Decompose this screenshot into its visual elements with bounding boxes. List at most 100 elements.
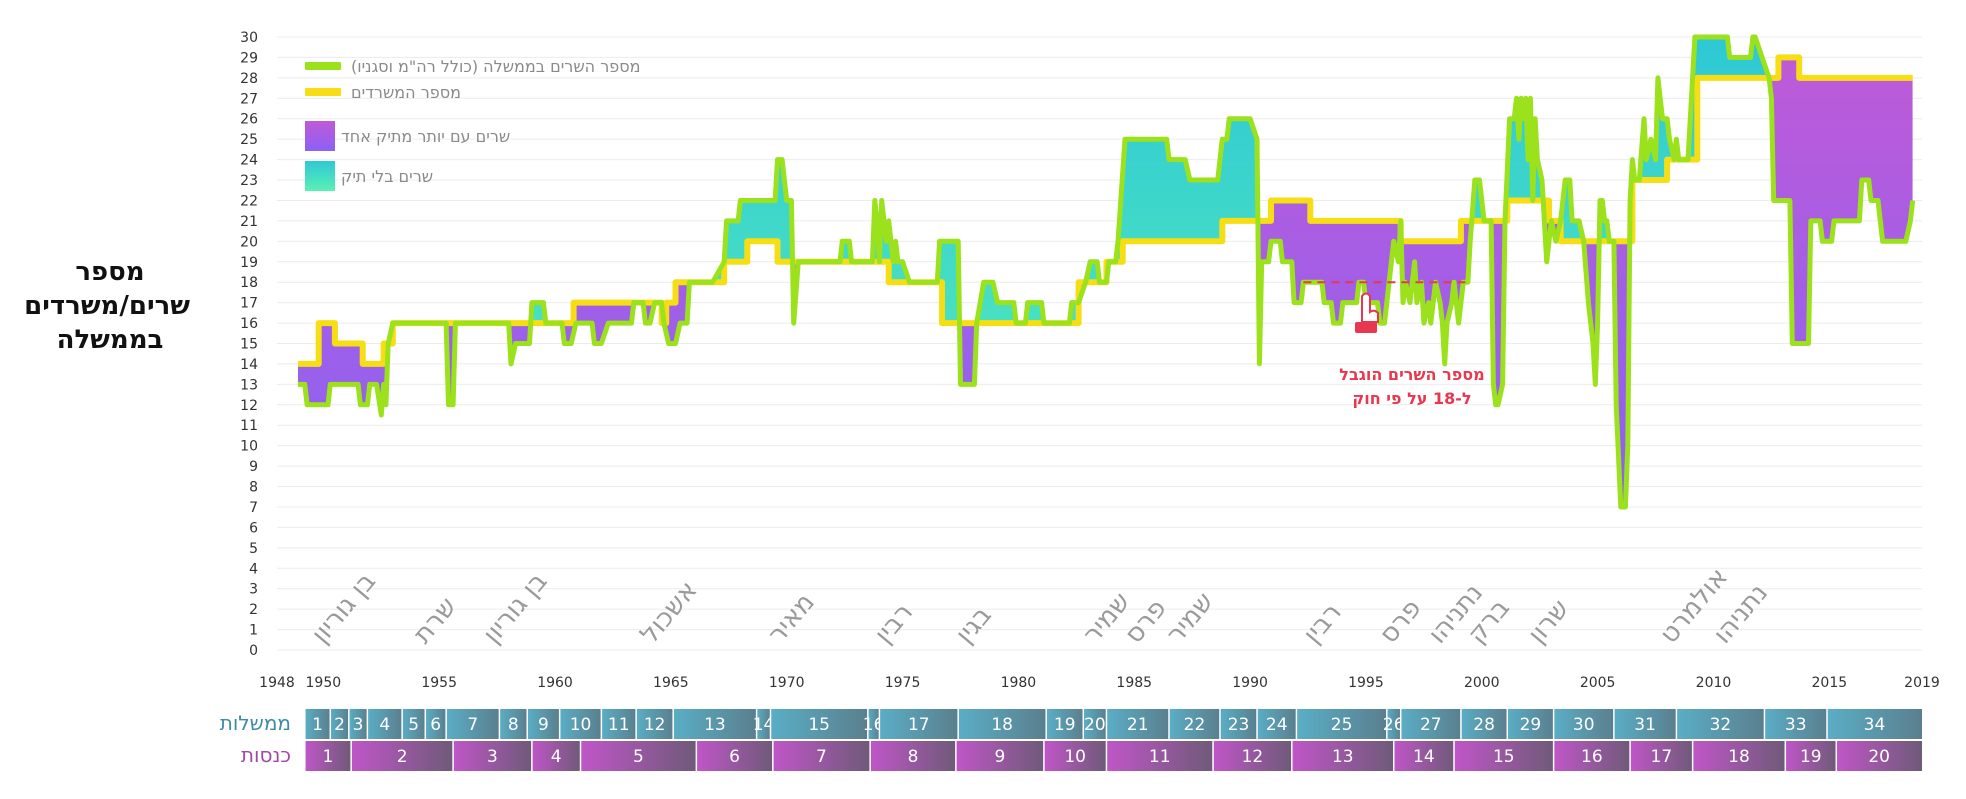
- government-label: 28: [1473, 715, 1495, 735]
- knesset-segment: [1043, 741, 1107, 771]
- y-tick-label: 3: [249, 582, 258, 598]
- legend-swatch: [305, 161, 335, 191]
- government-segment: [1553, 709, 1614, 739]
- government-segment: [367, 709, 403, 739]
- y-tick-label: 22: [240, 193, 258, 209]
- legend-item-multi-portfolio: שרים עם יותר מתיק אחד: [305, 120, 510, 152]
- x-axis-ticks: 1948 1950 1955 1960 1965 1970 1975 1980 1985 1990…: [259, 675, 1940, 691]
- y-tick-label: 6: [249, 520, 258, 536]
- pm-label: פרס: [1374, 594, 1428, 650]
- knesset-label: 14: [1413, 747, 1435, 767]
- knesset-segment: [1692, 741, 1786, 771]
- x-tick-label: 1965: [653, 675, 689, 691]
- y-tick-label: 8: [249, 480, 258, 496]
- y-tick-label: 1: [249, 623, 258, 639]
- pointing-hand-icon: [1355, 292, 1379, 333]
- governments-row-label: ממשלות: [219, 711, 291, 735]
- government-segment: [770, 709, 868, 739]
- pm-label: שמיר: [1161, 587, 1220, 650]
- government-segment: [1106, 709, 1170, 739]
- y-tick-label: 2: [249, 602, 258, 618]
- government-label: 21: [1127, 715, 1149, 735]
- x-tick-label: 1975: [885, 675, 921, 691]
- y-tick-label: 0: [249, 643, 258, 659]
- y-axis-ticks: 0123456789101112131415161718192021222324…: [240, 30, 258, 659]
- government-label: 4: [379, 715, 390, 735]
- knesset-segment: [580, 741, 697, 771]
- pm-label: אשכול: [635, 576, 704, 650]
- x-tick-label: 1950: [306, 675, 342, 691]
- y-tick-label: 16: [240, 316, 258, 332]
- knesset-segment: [1553, 741, 1631, 771]
- pm-label: בגין: [950, 601, 998, 650]
- government-label: 10: [570, 715, 592, 735]
- government-segment: [1386, 709, 1401, 739]
- government-segment: [636, 709, 674, 739]
- government-segment: [1827, 709, 1922, 739]
- x-tick-label: 1960: [537, 675, 573, 691]
- government-segment: [425, 709, 447, 739]
- government-label: 30: [1573, 715, 1595, 735]
- y-tick-label: 23: [240, 173, 258, 189]
- knesset-label: 18: [1728, 747, 1750, 767]
- y-tick-label: 21: [240, 214, 258, 230]
- pm-label: שרון: [1522, 594, 1575, 649]
- knesset-label: 16: [1581, 747, 1603, 767]
- grid: [277, 36, 1922, 651]
- y-tick-label: 13: [240, 377, 258, 393]
- knesset-label: 15: [1493, 747, 1515, 767]
- knesset-segment: [772, 741, 871, 771]
- knesset-label: 12: [1242, 747, 1264, 767]
- pm-label: רבין: [869, 598, 919, 650]
- x-tick-label: 2015: [1812, 675, 1848, 691]
- legend-swatch: [305, 88, 341, 96]
- y-axis-title-line: בממשלה: [56, 325, 164, 355]
- pm-label: מאיר: [762, 588, 821, 650]
- y-tick-label: 20: [240, 234, 258, 250]
- x-tick-label: 2000: [1464, 675, 1500, 691]
- x-tick-label: 1970: [769, 675, 805, 691]
- government-label: 15: [808, 715, 830, 735]
- government-segment: [756, 709, 771, 739]
- knesset-segment: [304, 741, 352, 771]
- government-label: 14: [753, 715, 775, 735]
- knesset-label: 3: [487, 747, 498, 767]
- government-label: 5: [408, 715, 419, 735]
- knesset-label: 17: [1651, 747, 1673, 767]
- government-label: 12: [644, 715, 666, 735]
- annotation-text: מספר השרים הוגבל ל-18 על פי חוק: [1292, 363, 1532, 411]
- x-tick-label: 2010: [1696, 675, 1732, 691]
- x-tick-label: 1985: [1116, 675, 1152, 691]
- legend-item-ministers: מספר השרים בממשלה (כולל רה"מ וסגניו): [305, 56, 640, 76]
- x-tick-label: 1948: [259, 675, 295, 691]
- government-label: 3: [353, 715, 364, 735]
- government-label: 20: [1084, 715, 1106, 735]
- government-segment: [958, 709, 1047, 739]
- legend-label: שרים עם יותר מתיק אחד: [341, 126, 511, 146]
- government-label: 11: [608, 715, 630, 735]
- government-segment: [402, 709, 426, 739]
- knesset-label: 10: [1064, 747, 1086, 767]
- government-label: 33: [1785, 715, 1807, 735]
- pm-label: שרת: [408, 592, 463, 650]
- y-tick-label: 17: [240, 296, 258, 312]
- y-tick-label: 19: [240, 255, 258, 271]
- government-segment: [1764, 709, 1828, 739]
- knesset-segment: [453, 741, 532, 771]
- government-segment: [1296, 709, 1387, 739]
- y-tick-label: 7: [249, 500, 258, 516]
- government-segment: [1169, 709, 1220, 739]
- y-tick-label: 28: [240, 71, 258, 87]
- government-segment: [1613, 709, 1677, 739]
- government-label: 18: [991, 715, 1013, 735]
- y-tick-label: 27: [240, 91, 258, 107]
- y-tick-label: 29: [240, 50, 258, 66]
- x-tick-label: 1955: [421, 675, 457, 691]
- legend-swatch: [305, 62, 341, 70]
- knesset-label: 9: [994, 747, 1005, 767]
- government-label: 32: [1710, 715, 1732, 735]
- y-axis-title-line: מספר: [75, 257, 145, 287]
- knessets-row-label: כנסות: [240, 743, 291, 767]
- government-segment: [1083, 709, 1107, 739]
